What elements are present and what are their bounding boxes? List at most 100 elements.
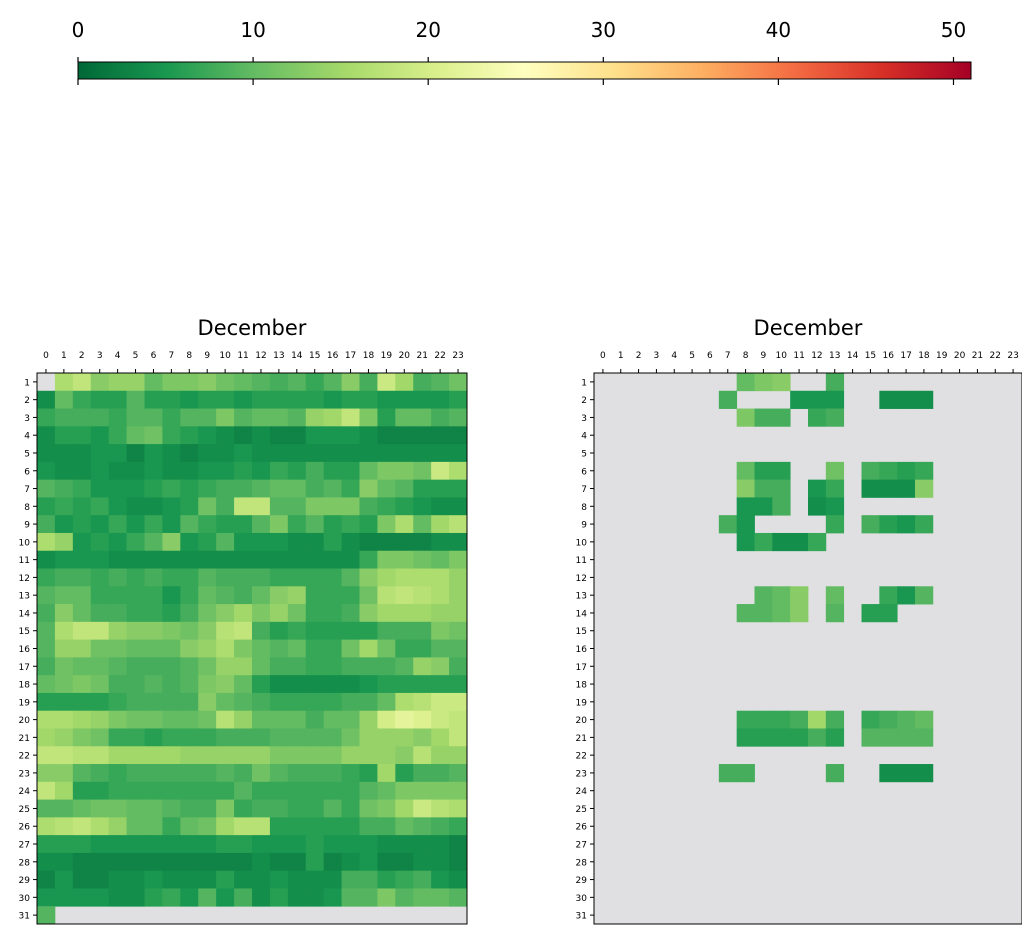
heatmap-cell — [216, 852, 235, 872]
heatmap-cell — [72, 497, 92, 516]
heatmap-cell — [72, 835, 92, 854]
heatmap-cell — [790, 390, 809, 409]
heatmap-background — [594, 373, 1022, 924]
heatmap-cell — [287, 817, 307, 836]
heatmap-cell — [413, 532, 432, 552]
heatmap-cell — [252, 408, 271, 427]
heatmap-cell — [449, 692, 468, 712]
heatmap-cell — [54, 764, 74, 783]
heatmap-cell — [90, 746, 110, 765]
heatmap-cell — [180, 550, 199, 569]
heatmap-cell — [377, 852, 396, 872]
heatmap-cell — [736, 764, 755, 783]
x-tick-label: 23 — [452, 351, 463, 361]
heatmap-cell — [395, 835, 414, 854]
heatmap-cell — [72, 373, 92, 392]
heatmap-cell — [90, 479, 110, 498]
heatmap-cell — [180, 657, 199, 676]
heatmap-cell — [287, 568, 307, 587]
heatmap-cell — [772, 728, 791, 747]
heatmap-cell — [269, 532, 289, 552]
x-tick-label: 3 — [97, 351, 103, 361]
x-tick-label: 16 — [883, 351, 895, 361]
heatmap-cell — [377, 515, 396, 534]
heatmap-cell — [305, 479, 325, 498]
heatmap-cell — [395, 710, 414, 729]
heatmap-cell — [431, 444, 450, 463]
x-tick-label: 8 — [186, 351, 192, 361]
heatmap-cell — [449, 835, 468, 854]
heatmap-cell — [90, 728, 110, 747]
heatmap-cell — [359, 728, 378, 747]
heatmap-cell — [287, 692, 307, 712]
heatmap-cell — [413, 835, 432, 854]
heatmap-cell — [269, 817, 289, 836]
heatmap-cell — [736, 515, 755, 534]
x-tick-label: 21 — [972, 351, 983, 361]
heatmap-cell — [431, 692, 450, 712]
heatmap-cell — [808, 728, 827, 747]
heatmap-cell — [269, 515, 289, 534]
heatmap-cell — [431, 639, 450, 658]
heatmap-cell — [162, 799, 181, 818]
heatmap-cell — [305, 621, 325, 641]
heatmap-cell — [323, 888, 342, 907]
heatmap-cell — [395, 639, 414, 658]
x-tick-label: 14 — [291, 351, 303, 361]
heatmap-cell — [72, 657, 92, 676]
heatmap-cell — [144, 852, 163, 872]
y-tick-label: 22 — [576, 752, 587, 762]
heatmap-cell — [305, 639, 325, 658]
y-tick-label: 26 — [19, 823, 31, 833]
heatmap-cell — [37, 764, 56, 783]
heatmap-cell — [180, 373, 199, 392]
heatmap-cell — [772, 532, 791, 552]
heatmap-cell — [287, 657, 307, 676]
heatmap-cell — [897, 710, 916, 729]
heatmap-cell — [341, 852, 360, 872]
heatmap-cell — [825, 497, 845, 516]
heatmap-cell — [216, 675, 235, 694]
y-tick-label: 16 — [19, 645, 31, 655]
heatmap-cell — [198, 390, 217, 409]
heatmap-cell — [449, 586, 468, 605]
heatmap-cell — [413, 746, 432, 765]
heatmap-cell — [287, 532, 307, 552]
heatmap-cell — [359, 764, 378, 783]
heatmap-cell — [72, 515, 92, 534]
heatmap-cell — [341, 764, 360, 783]
heatmap-cell — [269, 781, 289, 800]
heatmap-cell — [377, 888, 396, 907]
heatmap-cell — [198, 444, 217, 463]
heatmap-cell — [234, 461, 253, 481]
heatmap-cell — [126, 586, 145, 605]
y-tick-label: 8 — [24, 503, 30, 513]
heatmap-cell — [431, 675, 450, 694]
heatmap-cell — [162, 870, 181, 889]
heatmap-cell — [323, 710, 342, 729]
heatmap-cell — [162, 764, 181, 783]
heatmap-cell — [216, 568, 235, 587]
colorbar: 0 10 20 30 40 50 — [72, 18, 972, 85]
heatmap-cell — [252, 657, 271, 676]
heatmap-cell — [897, 390, 916, 409]
heatmap-cell — [431, 479, 450, 498]
heatmap-cell — [216, 746, 235, 765]
x-tick-label: 23 — [1007, 351, 1018, 361]
heatmap-cell — [162, 373, 181, 392]
heatmap-cell — [144, 461, 163, 481]
heatmap-cell — [126, 621, 145, 641]
heatmap-cell — [162, 568, 181, 587]
heatmap-cell — [359, 710, 378, 729]
heatmap-cell — [54, 639, 74, 658]
heatmap-cell — [323, 586, 342, 605]
heatmap-cell — [718, 390, 738, 409]
heatmap-cell — [449, 817, 468, 836]
heatmap-cell — [736, 461, 755, 481]
heatmap-cell — [359, 444, 378, 463]
heatmap-cell — [323, 532, 342, 552]
y-tick-label: 12 — [576, 574, 587, 584]
heatmap-cell — [216, 639, 235, 658]
heatmap-cell — [287, 444, 307, 463]
heatmap-cell — [90, 621, 110, 641]
